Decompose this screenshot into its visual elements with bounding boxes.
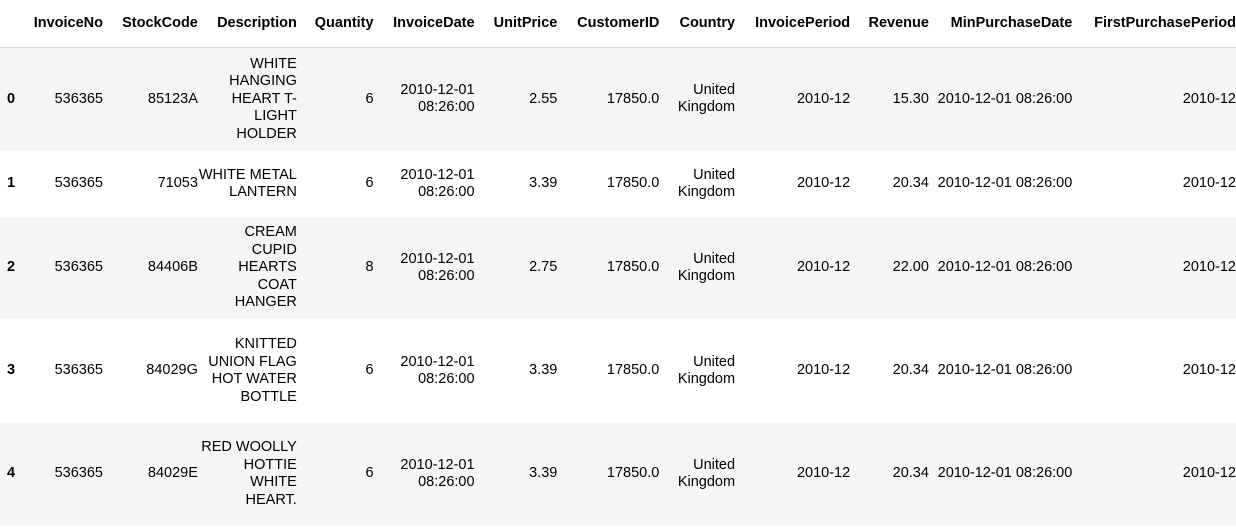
cell-description: WHITE METAL LANTERN: [198, 166, 297, 201]
column-header-invoiceno: InvoiceNo: [22, 0, 103, 48]
cell-invoiceno: 536365: [54, 362, 103, 379]
cell-unitprice: 3.39: [529, 175, 558, 192]
cell-quantity: 6: [365, 90, 374, 107]
cell-quantity: 6: [365, 362, 374, 379]
cell-unitprice: 2.55: [529, 90, 558, 107]
cell-country: United Kingdom: [677, 166, 736, 201]
column-header-customerid: CustomerID: [557, 0, 660, 48]
cell-firstpurchaseperiod: 2010-12: [1182, 362, 1236, 379]
column-header-invoiceperiod: InvoicePeriod: [735, 0, 851, 48]
row-index: 4: [7, 465, 16, 482]
cell-invoicedate: 2010-12-01 08:26:00: [400, 456, 475, 491]
cell-customerid: 17850.0: [606, 362, 660, 379]
cell-revenue: 20.34: [892, 175, 929, 192]
cell-invoicedate: 2010-12-01 08:26:00: [400, 353, 475, 388]
cell-firstpurchaseperiod: 2010-12: [1182, 175, 1236, 192]
cell-quantity: 8: [365, 259, 374, 276]
column-header-invoicedate: InvoiceDate: [373, 0, 475, 48]
cell-quantity: 6: [365, 465, 374, 482]
row-index: 0: [7, 90, 16, 107]
cell-unitprice: 2.75: [529, 259, 558, 276]
cell-stockcode: 71053: [157, 175, 198, 192]
cell-country: United Kingdom: [677, 353, 736, 388]
cell-revenue: 20.34: [892, 465, 929, 482]
cell-invoiceno: 536365: [54, 259, 103, 276]
cell-minpurchasedate: 2010-12-01 08:26:00: [937, 175, 1073, 192]
cell-minpurchasedate: 2010-12-01 08:26:00: [937, 362, 1073, 379]
table-row: 3 536365 84029G KNITTED UNION FLAG HOT W…: [0, 319, 1236, 423]
table-header: InvoiceNo StockCode Description Quantity…: [0, 0, 1236, 48]
cell-quantity: 6: [365, 175, 374, 192]
cell-minpurchasedate: 2010-12-01 08:26:00: [937, 465, 1073, 482]
table-row: 4 536365 84029E RED WOOLLY HOTTIE WHITE …: [0, 423, 1236, 525]
index-header: [0, 0, 23, 48]
cell-country: United Kingdom: [677, 250, 736, 285]
cell-revenue: 22.00: [892, 259, 929, 276]
cell-invoiceperiod: 2010-12: [796, 90, 851, 107]
cell-revenue: 15.30: [892, 90, 929, 107]
table-row: 1 536365 71053 WHITE METAL LANTERN 6 201…: [0, 151, 1236, 217]
table-row: 2 536365 84406B CREAM CUPID HEARTS COAT …: [0, 217, 1236, 319]
cell-unitprice: 3.39: [529, 465, 558, 482]
cell-invoiceno: 536365: [54, 465, 103, 482]
column-header-quantity: Quantity: [296, 0, 374, 48]
table-body: 0 536365 85123A WHITE HANGING HEART T-LI…: [0, 47, 1236, 525]
cell-customerid: 17850.0: [606, 175, 660, 192]
cell-country: United Kingdom: [677, 456, 736, 491]
cell-description: RED WOOLLY HOTTIE WHITE HEART.: [201, 439, 297, 508]
row-index: 2: [7, 259, 16, 276]
cell-country: United Kingdom: [677, 81, 736, 116]
cell-invoiceno: 536365: [54, 90, 103, 107]
cell-unitprice: 3.39: [529, 362, 558, 379]
column-header-firstpurchaseperiod: FirstPurchasePeriod: [1072, 0, 1236, 48]
cell-customerid: 17850.0: [606, 465, 660, 482]
cell-revenue: 20.34: [892, 362, 929, 379]
cell-stockcode: 84029E: [147, 465, 198, 482]
cell-invoiceperiod: 2010-12: [796, 362, 851, 379]
cell-customerid: 17850.0: [606, 259, 660, 276]
column-header-description: Description: [197, 0, 297, 48]
cell-invoicedate: 2010-12-01 08:26:00: [400, 81, 475, 116]
row-index: 3: [7, 362, 16, 379]
cell-invoiceperiod: 2010-12: [796, 465, 851, 482]
column-header-minpurchasedate: MinPurchaseDate: [928, 0, 1073, 48]
cell-invoiceno: 536365: [54, 175, 103, 192]
cell-invoicedate: 2010-12-01 08:26:00: [400, 166, 475, 201]
cell-minpurchasedate: 2010-12-01 08:26:00: [937, 259, 1073, 276]
cell-customerid: 17850.0: [606, 90, 660, 107]
cell-invoicedate: 2010-12-01 08:26:00: [400, 250, 475, 285]
cell-firstpurchaseperiod: 2010-12: [1182, 465, 1236, 482]
column-header-unitprice: UnitPrice: [474, 0, 558, 48]
cell-description: WHITE HANGING HEART T-LIGHT HOLDER: [229, 55, 297, 142]
cell-stockcode: 84029G: [146, 362, 198, 379]
cell-invoiceperiod: 2010-12: [796, 175, 851, 192]
column-header-country: Country: [659, 0, 736, 48]
cell-stockcode: 84406B: [147, 259, 198, 276]
cell-minpurchasedate: 2010-12-01 08:26:00: [937, 90, 1073, 107]
column-header-stockcode: StockCode: [102, 0, 198, 48]
table-row: 0 536365 85123A WHITE HANGING HEART T-LI…: [0, 47, 1236, 151]
cell-invoiceperiod: 2010-12: [796, 259, 851, 276]
cell-firstpurchaseperiod: 2010-12: [1182, 90, 1236, 107]
cell-stockcode: 85123A: [147, 90, 198, 107]
cell-description: CREAM CUPID HEARTS COAT HANGER: [234, 224, 297, 311]
header-row: InvoiceNo StockCode Description Quantity…: [0, 0, 1236, 48]
cell-firstpurchaseperiod: 2010-12: [1182, 259, 1236, 276]
cell-description: KNITTED UNION FLAG HOT WATER BOTTLE: [208, 336, 297, 405]
column-header-revenue: Revenue: [850, 0, 929, 48]
row-index: 1: [7, 175, 16, 192]
